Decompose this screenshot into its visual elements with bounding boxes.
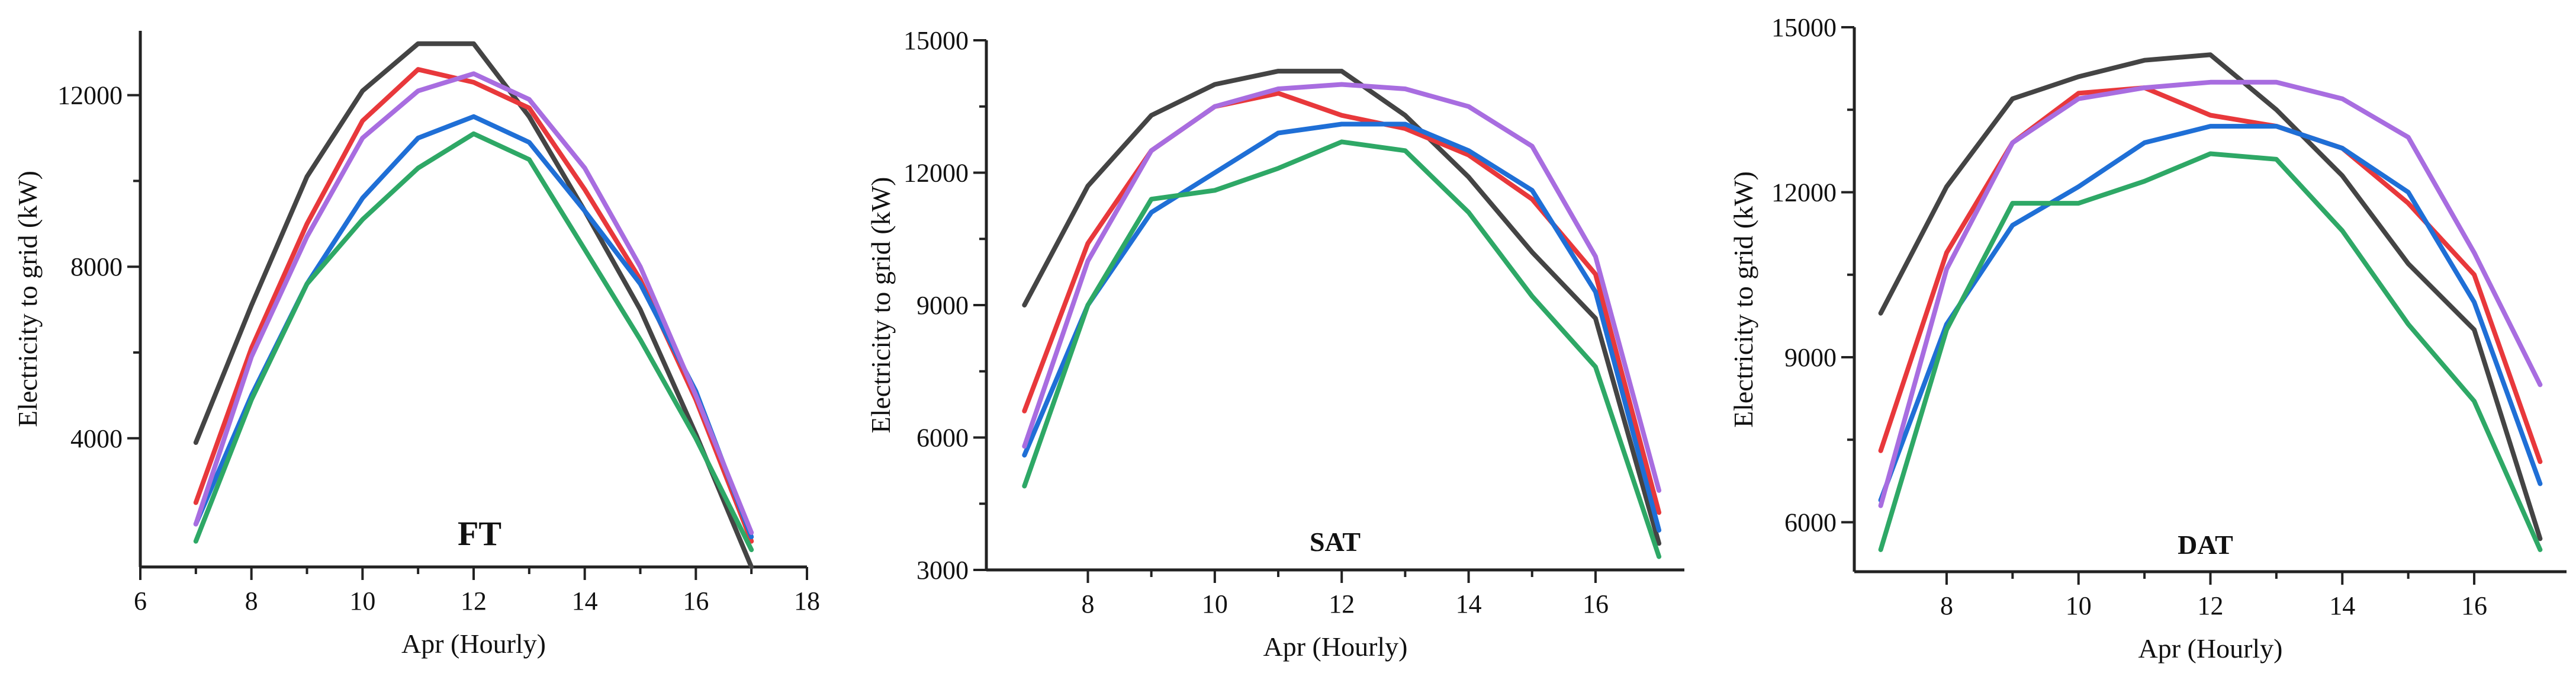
series-line-2 <box>1022 91 1662 515</box>
x-tick-label: 10 <box>1202 589 1228 619</box>
series-line-3 <box>1878 124 2543 503</box>
series-line-1 <box>1878 52 2543 541</box>
x-axis-title: Apr (Hourly) <box>2138 633 2283 664</box>
series-line-3 <box>1022 121 1662 533</box>
x-tick-label: 6 <box>134 587 147 616</box>
y-tick-label: 6000 <box>1784 508 1837 537</box>
series-line-5 <box>1022 139 1662 559</box>
chart-panel-dat: 8 10 12 14 16 6000 9000 12000 15000 Apr (Hourly) E… <box>1728 13 2567 664</box>
x-tick-label: 12 <box>2198 591 2224 620</box>
series-line-4 <box>193 71 754 536</box>
x-tick-label: 12 <box>1329 589 1355 619</box>
y-tick-label: 4000 <box>70 424 123 453</box>
series-line-4 <box>1878 79 2543 508</box>
y-tick-label: 15000 <box>1771 13 1837 42</box>
series-line-5 <box>1878 151 2543 552</box>
x-tick-label: 14 <box>572 587 598 616</box>
x-tick-label: 8 <box>245 587 258 616</box>
y-tick-label: 8000 <box>70 252 123 281</box>
y-tick-label: 12000 <box>903 159 969 188</box>
x-tick-label: 14 <box>1456 589 1482 619</box>
x-tick-label: 10 <box>349 587 375 616</box>
y-tick-label: 9000 <box>1784 343 1837 372</box>
x-tick-label: 12 <box>461 587 487 616</box>
panel-title: SAT <box>1310 527 1361 557</box>
x-tick-label: 16 <box>2461 591 2487 620</box>
series-line-1 <box>193 41 754 569</box>
x-axis-title: Apr (Hourly) <box>401 629 546 659</box>
x-tick-label: 14 <box>2329 591 2355 620</box>
y-tick-label: 3000 <box>916 556 969 585</box>
y-axis-title: Electricity to grid (kW) <box>866 177 896 433</box>
series-line-4 <box>1022 82 1662 493</box>
x-tick-label: 16 <box>1583 589 1609 619</box>
x-tick-label: 8 <box>1940 591 1953 620</box>
x-tick-label: 18 <box>794 587 820 616</box>
x-tick-label: 16 <box>683 587 709 616</box>
y-axis-title: Electricity to grid (kW) <box>12 171 43 427</box>
y-tick-label: 9000 <box>916 291 969 320</box>
x-tick-label: 10 <box>2066 591 2092 620</box>
series-line-1 <box>1022 69 1662 546</box>
y-tick-label: 15000 <box>903 26 969 55</box>
x-tick-label: 8 <box>1081 589 1094 619</box>
y-tick-label: 12000 <box>1771 178 1837 207</box>
y-tick-label: 12000 <box>57 81 123 110</box>
y-tick-label: 6000 <box>916 424 969 453</box>
x-axis-title: Apr (Hourly) <box>1263 632 1408 662</box>
panel-title: DAT <box>2178 530 2233 560</box>
chart-panel-ft: 6 8 10 12 14 16 18 4000 8000 12000 Apr (Hourly) Ele… <box>12 31 820 659</box>
y-axis-title: Electricity to grid (kW) <box>1728 171 1758 428</box>
panel-title: FT <box>458 514 501 553</box>
series-line-2 <box>193 67 754 544</box>
series-line-5 <box>193 131 754 552</box>
chart-panel-sat: 8 10 12 14 16 3000 6000 9000 12000 15000 Apr (Hour… <box>866 26 1684 662</box>
